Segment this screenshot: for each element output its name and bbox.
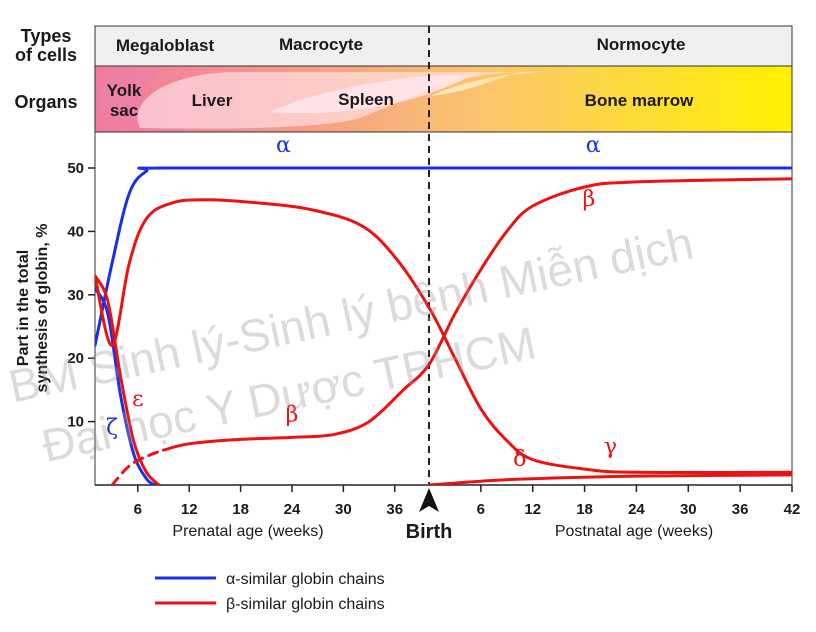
- series-line-ζ-2: [95, 287, 157, 485]
- series-label-ζ-2: ζ: [106, 415, 118, 440]
- x-tick-label: 12: [524, 501, 541, 518]
- y-tick-label: 20: [67, 350, 84, 367]
- series-label-α-0: α: [276, 133, 291, 158]
- x-tick-label: 30: [680, 501, 697, 518]
- birth-arrow-icon: [419, 488, 439, 512]
- x-tick-label: 18: [232, 501, 249, 518]
- x-tick-label: 6: [477, 501, 485, 518]
- series-line-ε-3: [95, 274, 161, 485]
- x-tick-label: 6: [134, 501, 142, 518]
- y-tick-label: 50: [67, 160, 84, 177]
- organ-spleen: Spleen: [338, 90, 394, 109]
- x-tick-label: 42: [784, 501, 801, 518]
- series-label-ε-3: ε: [132, 387, 143, 412]
- x-axis-label-postnatal: Postnatal age (weeks): [555, 523, 713, 540]
- x-tick-label: 36: [386, 501, 403, 518]
- types-label-line1: Types: [21, 26, 72, 46]
- series-label-δ-8: δ: [513, 447, 526, 472]
- x-tick-label: 30: [335, 501, 352, 518]
- y-axis-label-line1: Part in the total: [15, 250, 32, 366]
- organ-liver: Liver: [192, 91, 233, 110]
- series-group: [95, 166, 792, 485]
- series-line-dashed-7: [110, 448, 165, 485]
- cell-type-normocyte: Normocyte: [597, 35, 686, 54]
- x-axis-label-prenatal: Prenatal age (weeks): [172, 523, 323, 540]
- series-labels: α α ζε γ β β δ: [106, 133, 617, 472]
- x-tick-label: 24: [284, 501, 301, 518]
- spleen-shape: [270, 75, 470, 114]
- series-label-β-6: β: [583, 187, 596, 212]
- organ-yolk-line2: sac: [110, 101, 138, 120]
- series-line-δ-8: [427, 473, 792, 485]
- series-label-γ-4: γ: [604, 434, 617, 459]
- series-line-γ-4: [95, 198, 792, 475]
- y-tick-label: 40: [67, 223, 84, 240]
- marrow-transition: [430, 70, 600, 96]
- series-label-α-1: α: [586, 133, 601, 158]
- y-ticks: 10 20 30 40 50: [67, 160, 95, 431]
- x-tick-label: 24: [628, 501, 645, 518]
- legend-beta-text: β-similar globin chains: [226, 596, 385, 613]
- y-axis-label-line2: synthesis of globin, %: [34, 224, 51, 393]
- cell-type-macrocyte: Macrocyte: [279, 35, 363, 54]
- cell-types-band: [94, 25, 793, 67]
- cell-type-megaloblast: Megaloblast: [116, 36, 215, 55]
- legend-alpha-text: α-similar globin chains: [226, 571, 385, 588]
- y-tick-label: 10: [67, 414, 84, 431]
- series-label-β-5: β: [286, 403, 299, 428]
- x-tick-label: 18: [576, 501, 593, 518]
- y-tick-label: 30: [67, 287, 84, 304]
- series-line-β-5: [162, 177, 792, 452]
- birth-label: Birth: [406, 521, 453, 543]
- organ-yolk-line1: Yolk: [107, 81, 142, 100]
- types-label-line2: of cells: [15, 45, 77, 65]
- organ-bone-marrow: Bone marrow: [585, 91, 694, 110]
- series-line-α-0: [95, 166, 792, 347]
- plot-area: [94, 131, 793, 486]
- x-ticks: 6 12 18 24 30 36 6 12 18 24 30 36 42: [134, 485, 801, 518]
- organs-label: Organs: [14, 92, 77, 112]
- x-tick-label: 36: [732, 501, 749, 518]
- x-tick-label: 12: [181, 501, 198, 518]
